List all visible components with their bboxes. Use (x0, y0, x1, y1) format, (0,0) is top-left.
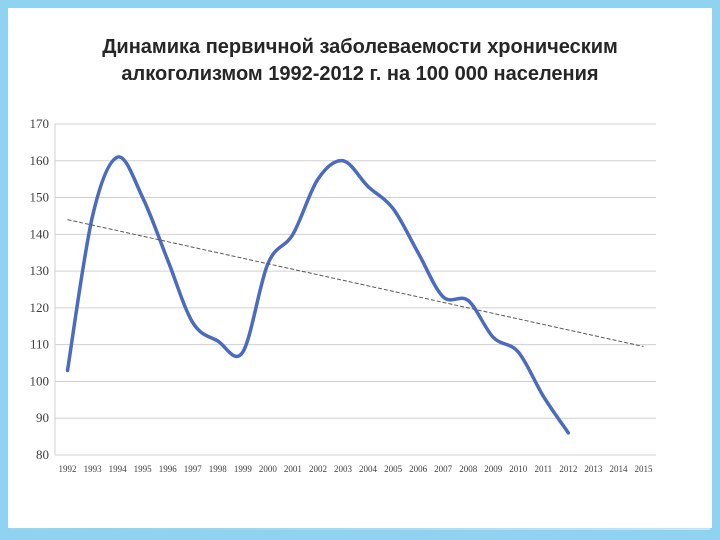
x-tick-label-2010: 2010 (509, 464, 528, 474)
trend-line (67, 219, 644, 347)
x-tick-label-2000: 2000 (259, 464, 278, 474)
grid-lines (54, 123, 656, 456)
x-tick-label-2008: 2008 (459, 464, 478, 474)
x-tick-label-2011: 2011 (534, 464, 552, 474)
y-tick-label-120: 120 (30, 300, 50, 315)
x-tick-label-2006: 2006 (409, 464, 428, 474)
x-tick-label-1993: 1993 (84, 464, 103, 474)
x-tick-label-1994: 1994 (109, 464, 128, 474)
y-tick-label-160: 160 (30, 153, 50, 168)
y-tick-label-150: 150 (30, 190, 50, 205)
slide-canvas: Динамика первичной заболеваемости хронич… (8, 8, 712, 528)
x-tick-label-2014: 2014 (609, 464, 628, 474)
x-tick-label-1999: 1999 (234, 464, 253, 474)
x-tick-label-2012: 2012 (559, 464, 577, 474)
x-tick-label-2004: 2004 (359, 464, 378, 474)
x-tick-label-2005: 2005 (384, 464, 403, 474)
x-tick-label-1995: 1995 (134, 464, 153, 474)
x-tick-label-1997: 1997 (184, 464, 203, 474)
x-tick-label-1998: 1998 (209, 464, 228, 474)
x-tick-label-2013: 2013 (584, 464, 603, 474)
y-tick-label-90: 90 (36, 410, 49, 425)
y-axis-ticks: 80 90 100 110 120 130 140 150 160 170 (30, 116, 50, 462)
y-tick-label-140: 140 (30, 226, 50, 241)
y-tick-label-80: 80 (36, 447, 49, 462)
x-tick-label-1996: 1996 (159, 464, 178, 474)
chart-title-line-1: Динамика первичной заболеваемости хронич… (102, 36, 618, 58)
chart-title-line-2: алкоголизмом 1992-2012 г. на 100 000 нас… (121, 63, 599, 85)
y-tick-label-100: 100 (30, 373, 50, 388)
y-tick-label-170: 170 (30, 116, 50, 131)
x-tick-label-2002: 2002 (309, 464, 327, 474)
x-tick-label-2003: 2003 (334, 464, 353, 474)
chart-title: Динамика первичной заболеваемости хронич… (8, 34, 712, 88)
x-axis-ticks: 1992 1993 1994 1995 1996 1997 1998 1999 2000 2001… (59, 464, 653, 474)
x-tick-label-1992: 1992 (59, 464, 77, 474)
x-tick-label-2001: 2001 (284, 464, 302, 474)
y-tick-label-110: 110 (30, 337, 49, 352)
x-tick-label-2009: 2009 (484, 464, 503, 474)
series-line-incidence (65, 155, 571, 435)
x-tick-label-2007: 2007 (434, 464, 453, 474)
y-tick-label-130: 130 (30, 263, 50, 278)
series-lines (65, 155, 644, 435)
x-tick-label-2015: 2015 (634, 464, 653, 474)
